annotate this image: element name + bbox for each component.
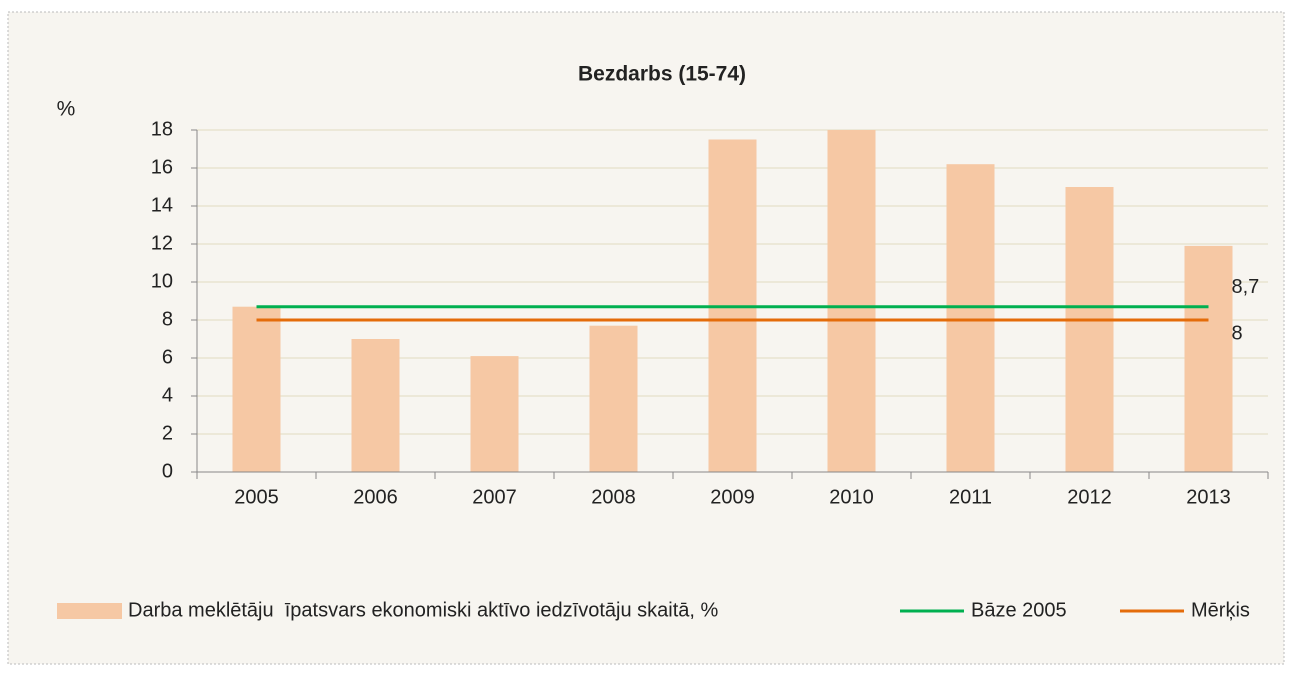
bar <box>589 325 638 472</box>
data-label: 8,7 <box>1232 276 1260 298</box>
x-tick-label: 2011 <box>949 486 992 508</box>
y-tick-label: 4 <box>162 384 173 406</box>
bar <box>946 164 995 472</box>
legend-swatch <box>57 603 122 619</box>
y-tick-label: 6 <box>162 346 173 368</box>
x-tick-label: 2010 <box>829 486 874 508</box>
y-tick-label: 2 <box>162 422 173 444</box>
y-axis-label: % <box>57 98 76 121</box>
y-tick-label: 0 <box>162 460 173 482</box>
x-tick-label: 2008 <box>591 486 636 508</box>
bar <box>232 306 281 472</box>
x-tick-label: 2012 <box>1067 486 1112 508</box>
x-tick-label: 2009 <box>710 486 755 508</box>
y-tick-label: 10 <box>151 270 173 292</box>
legend-label: Darba meklētāju īpatsvars ekonomiski akt… <box>128 599 718 621</box>
x-tick-label: 2007 <box>472 486 517 508</box>
bar <box>1065 187 1114 472</box>
x-tick-label: 2013 <box>1186 486 1231 508</box>
legend-label: Mērķis <box>1191 599 1250 621</box>
y-tick-label: 12 <box>151 232 173 254</box>
y-tick-label: 14 <box>151 194 173 216</box>
bar <box>351 339 400 472</box>
y-tick-label: 16 <box>151 156 173 178</box>
y-tick-label: 18 <box>151 118 173 140</box>
data-label: 8 <box>1232 322 1243 344</box>
bar <box>470 356 519 472</box>
bar <box>827 130 876 472</box>
x-tick-label: 2006 <box>353 486 398 508</box>
x-tick-label: 2005 <box>234 486 279 508</box>
chart-title: Bezdarbs (15-74) <box>578 63 746 86</box>
bar <box>1184 245 1233 472</box>
y-tick-label: 8 <box>162 308 173 330</box>
legend-label: Bāze 2005 <box>971 599 1067 621</box>
